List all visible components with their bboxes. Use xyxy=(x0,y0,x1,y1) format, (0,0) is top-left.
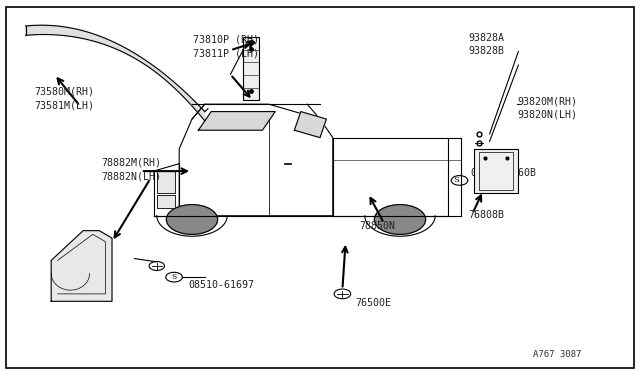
Polygon shape xyxy=(51,231,112,301)
Text: 78850N: 78850N xyxy=(360,221,396,231)
Polygon shape xyxy=(198,112,275,130)
Text: 93820N(LH): 93820N(LH) xyxy=(517,109,577,119)
Polygon shape xyxy=(294,112,326,138)
Text: 73810P (RH): 73810P (RH) xyxy=(193,35,259,45)
FancyBboxPatch shape xyxy=(243,37,259,100)
Bar xyxy=(157,195,175,208)
Text: S: S xyxy=(453,176,460,185)
Text: A767 3087: A767 3087 xyxy=(532,350,581,359)
Text: 08510-61697: 08510-61697 xyxy=(189,280,255,290)
Text: 93820M(RH): 93820M(RH) xyxy=(517,96,577,106)
Text: 73581M(LH): 73581M(LH) xyxy=(34,100,94,110)
Text: 73811P (LH): 73811P (LH) xyxy=(193,48,259,58)
Circle shape xyxy=(374,205,426,234)
Text: 73580M(RH): 73580M(RH) xyxy=(34,87,94,97)
Circle shape xyxy=(166,205,218,234)
Text: 76808B: 76808B xyxy=(468,209,504,219)
Text: 78882M(RH): 78882M(RH) xyxy=(101,157,161,167)
Text: 93828B: 93828B xyxy=(468,46,504,56)
Polygon shape xyxy=(26,25,205,121)
Bar xyxy=(479,152,513,190)
Text: 76500E: 76500E xyxy=(355,298,391,308)
Text: S: S xyxy=(172,273,177,281)
Text: 78882N(LH): 78882N(LH) xyxy=(101,171,161,181)
Text: 93828A: 93828A xyxy=(468,33,504,43)
Bar xyxy=(474,149,518,193)
Text: 08540-5160B: 08540-5160B xyxy=(470,168,536,178)
Bar xyxy=(157,171,175,193)
